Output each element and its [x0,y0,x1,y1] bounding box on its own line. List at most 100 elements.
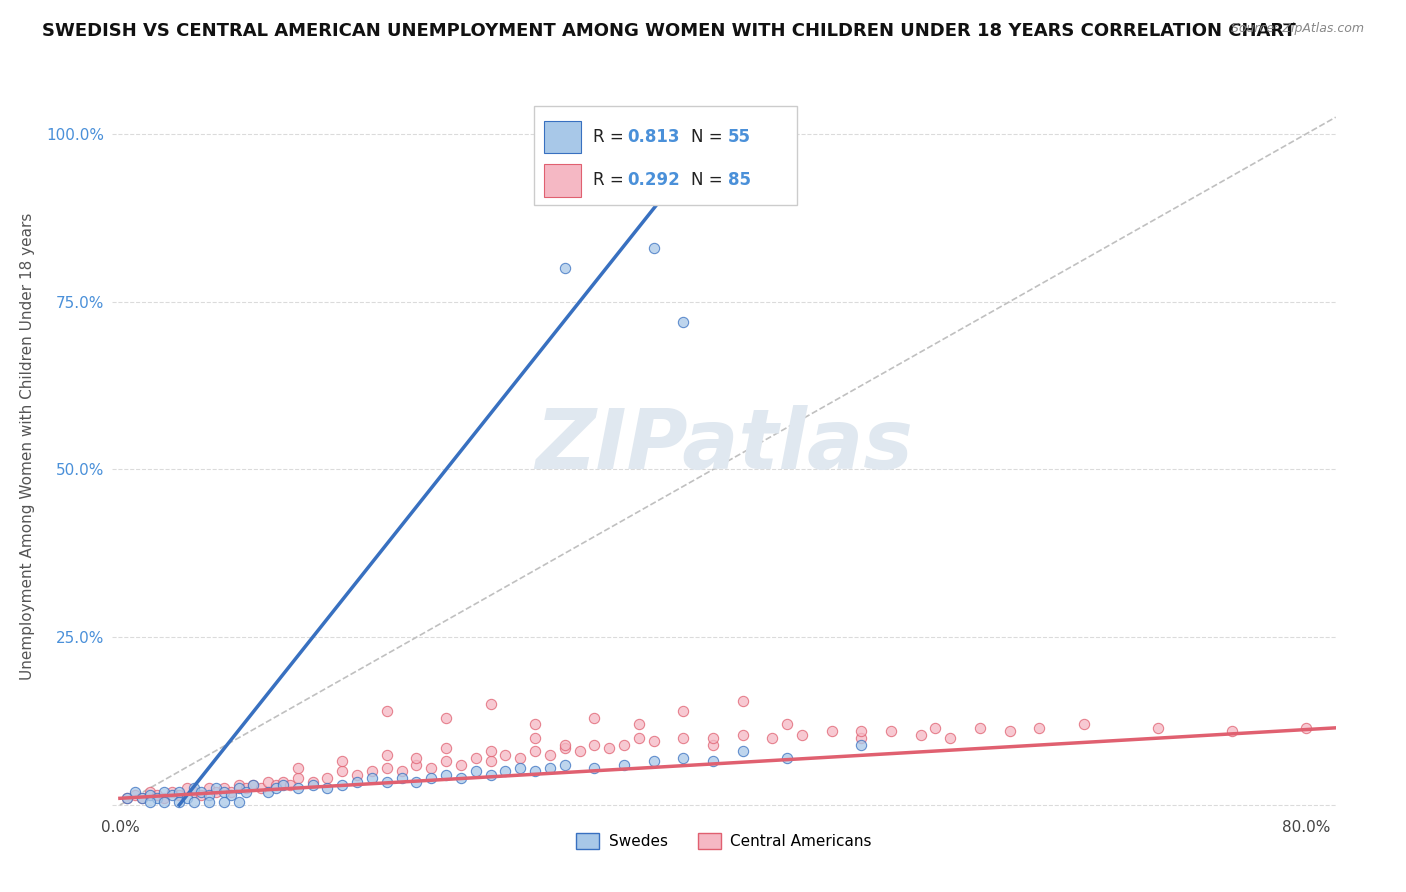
Point [479,768,502,782]
Point [287,781,309,796]
Point [375,747,398,762]
Text: R =: R = [593,128,630,145]
Point [790,727,813,741]
Point [287,761,309,775]
Point [271,778,294,792]
Point [198,781,221,796]
Point [301,774,323,789]
Point [731,727,754,741]
Point [1295,721,1317,735]
Text: 85: 85 [728,171,751,189]
Point [969,721,991,735]
Point [583,738,606,752]
Point [167,788,190,802]
Point [346,768,368,782]
Point [583,761,606,775]
Text: N =: N = [692,171,728,189]
Point [464,751,486,765]
Point [672,731,695,745]
Point [153,795,176,809]
Point [212,795,235,809]
Point [627,717,650,731]
Point [198,788,221,802]
Point [219,788,242,802]
Point [643,755,665,769]
Point [146,791,169,805]
Point [330,764,353,779]
Legend: Swedes, Central Americans: Swedes, Central Americans [571,827,877,855]
Point [190,788,212,802]
Point [554,261,576,276]
Point [554,741,576,756]
Point [301,778,323,792]
Point [524,744,547,758]
Point [851,738,873,752]
Text: 0.813: 0.813 [627,128,681,145]
Point [405,774,427,789]
FancyBboxPatch shape [534,106,797,204]
Point [554,738,576,752]
Point [731,744,754,758]
Point [287,771,309,785]
Point [672,751,695,765]
Text: 0.292: 0.292 [627,171,681,189]
Point [361,764,384,779]
Text: Source: ZipAtlas.com: Source: ZipAtlas.com [1230,22,1364,36]
Point [450,771,472,785]
Point [776,717,799,731]
Bar [544,164,581,197]
Point [820,724,842,739]
Point [183,795,205,809]
Point [643,241,665,255]
Point [568,744,591,758]
Point [434,711,457,725]
Point [316,781,339,796]
Point [1028,721,1050,735]
Point [375,761,398,775]
Point [228,795,250,809]
Point [205,781,228,796]
Point [702,755,724,769]
Point [524,717,547,731]
Point [280,778,302,792]
Point [479,755,502,769]
Text: ZIPatlas: ZIPatlas [536,406,912,486]
Y-axis label: Unemployment Among Women with Children Under 18 years: Unemployment Among Women with Children U… [20,212,35,680]
Point [235,784,257,798]
Point [249,781,271,796]
Point [643,734,665,748]
Point [228,781,250,796]
Point [627,731,650,745]
Point [464,764,486,779]
Point [153,791,176,805]
Point [761,731,783,745]
Point [479,744,502,758]
Point [434,768,457,782]
Point [131,791,153,805]
Point [138,795,160,809]
Point [375,704,398,718]
Point [167,784,190,798]
Point [242,778,264,792]
Point [538,747,561,762]
Point [672,315,695,329]
Point [160,788,183,802]
Point [851,731,873,745]
Point [228,778,250,792]
Point [271,774,294,789]
Point [494,764,516,779]
Point [131,791,153,805]
Point [998,724,1021,739]
Point [538,761,561,775]
Point [330,755,353,769]
Point [924,721,946,735]
Point [219,784,242,798]
Point [939,731,962,745]
Text: 55: 55 [728,128,751,145]
Point [316,771,339,785]
Point [420,771,443,785]
Point [1146,721,1168,735]
Point [434,741,457,756]
Point [524,764,547,779]
Point [776,751,799,765]
